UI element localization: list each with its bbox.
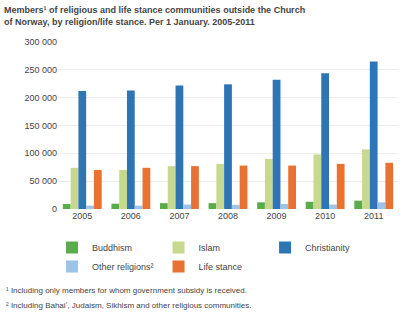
svg-text:300 000: 300 000: [24, 37, 57, 47]
svg-text:50 000: 50 000: [29, 176, 57, 186]
svg-text:2006: 2006: [121, 211, 141, 221]
svg-text:2008: 2008: [218, 211, 238, 221]
svg-text:2010: 2010: [315, 211, 335, 221]
svg-text:Other religions²: Other religions²: [92, 262, 154, 272]
svg-text:Islam: Islam: [199, 243, 221, 253]
svg-text:Christianity: Christianity: [305, 243, 350, 253]
svg-text:0: 0: [52, 204, 57, 214]
svg-text:200 000: 200 000: [24, 93, 57, 103]
svg-text:¹ Including only members for w: ¹ Including only members for whom govern…: [6, 286, 247, 295]
svg-text:² Including Bahaiʼ, Judaism, S: ² Including Bahaiʼ, Judaism, Sikhism and…: [6, 301, 251, 310]
svg-text:Buddhism: Buddhism: [92, 243, 132, 253]
svg-text:100 000: 100 000: [24, 148, 57, 158]
svg-text:2011: 2011: [364, 211, 383, 221]
svg-text:2007: 2007: [169, 211, 189, 221]
svg-text:Members¹ of religious and life: Members¹ of religious and life stance co…: [4, 5, 305, 27]
svg-text:2005: 2005: [72, 211, 92, 221]
svg-text:150 000: 150 000: [24, 121, 57, 131]
svg-text:250 000: 250 000: [24, 65, 57, 75]
svg-text:Life stance: Life stance: [199, 262, 243, 272]
svg-text:2009: 2009: [267, 211, 287, 221]
